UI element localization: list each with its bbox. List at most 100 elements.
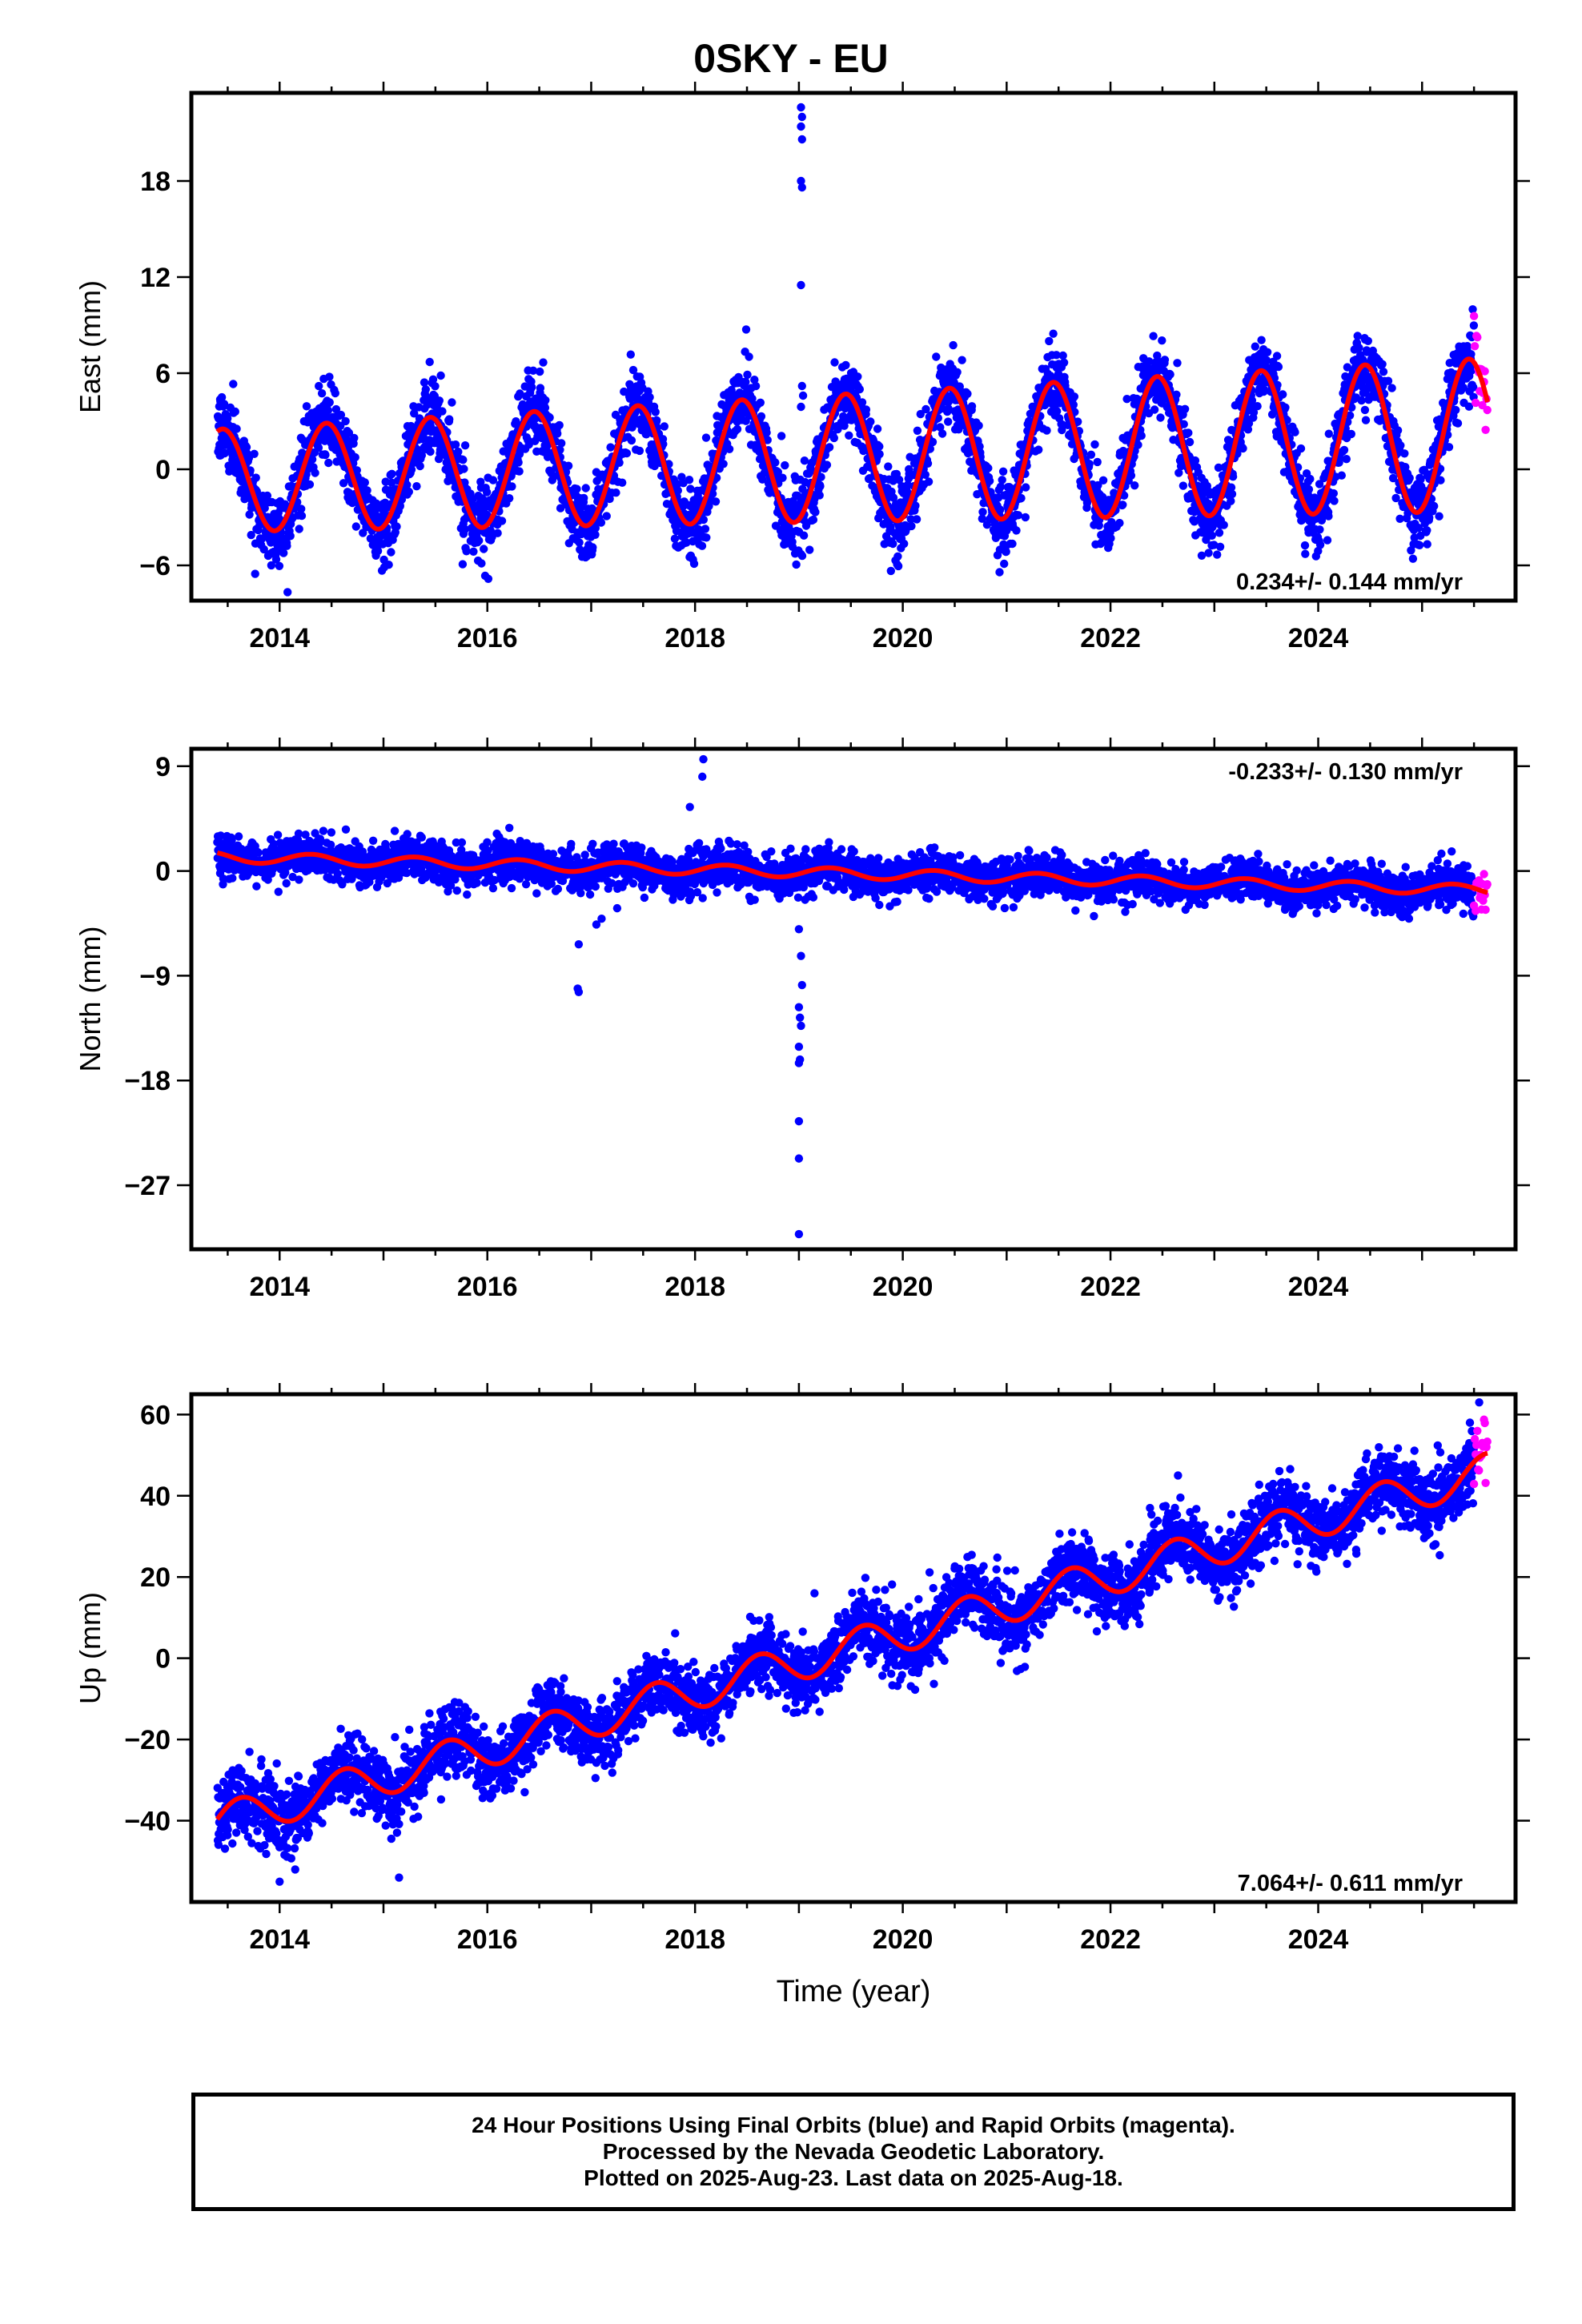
final-orbit-point [505,494,514,503]
final-orbit-point [788,542,797,551]
final-orbit-point [223,414,232,423]
final-orbit-point [1337,471,1347,480]
final-orbit-point [245,510,254,519]
final-orbit-point [1215,529,1224,537]
final-orbit-point [475,536,484,545]
final-orbit-point [282,879,291,888]
final-orbit-point [297,511,307,521]
final-orbit-point [938,429,947,438]
final-orbit-point [247,530,255,540]
final-orbit-point [311,468,319,477]
final-orbit-point [893,552,902,561]
final-orbit-point [635,446,644,456]
final-orbit-point [781,460,789,470]
final-orbit-point [460,441,470,450]
final-orbit-point [893,561,903,571]
final-orbit-point [351,452,359,462]
outlier-point [797,103,805,112]
final-orbit-point [514,458,523,467]
final-orbit-point [1227,497,1235,505]
final-orbit-point [460,525,469,534]
final-orbit-point [963,389,972,398]
outlier-point [797,549,805,559]
final-orbit-point [771,458,780,467]
final-orbit-point [1383,376,1393,385]
final-orbit-point [711,497,721,506]
final-orbit-point [1330,497,1339,505]
final-orbit-point [497,517,507,525]
data-points [213,754,1492,1239]
final-orbit-point [612,489,620,497]
final-orbit-point [438,407,447,416]
final-orbit-point [516,389,524,398]
final-orbit-point [1053,407,1062,416]
x-tick-label: 2016 [457,623,518,653]
final-orbit-point [1430,501,1439,511]
final-orbit-point [996,505,1005,514]
final-orbit-point [1093,457,1102,467]
final-orbit-point [1423,526,1431,535]
final-orbit-point [1342,455,1351,464]
final-orbit-point [417,451,426,460]
final-orbit-point [1180,404,1190,413]
final-orbit-point [816,482,825,491]
final-orbit-point [670,534,680,543]
final-orbit-point [841,360,850,370]
final-orbit-point [580,493,588,503]
final-orbit-point [773,468,782,476]
final-orbit-point [1353,332,1362,340]
final-orbit-point [1115,518,1124,528]
final-orbit-point [363,486,371,495]
final-orbit-point [1034,445,1043,454]
final-orbit-point [319,826,328,835]
outlier-point [797,381,806,391]
final-orbit-point [229,380,238,388]
final-orbit-point [242,443,251,452]
chart-title: 0SKY - EU [693,36,889,81]
final-orbit-point [741,377,750,387]
final-orbit-point [339,479,348,488]
final-orbit-point [866,417,875,426]
final-orbit-point [480,545,488,553]
final-orbit-point [283,588,292,597]
final-orbit-point [1166,370,1174,379]
final-orbit-point [588,543,597,552]
final-orbit-point [556,504,565,513]
final-orbit-point [830,358,839,367]
y-tick-label: 12 [140,263,171,293]
final-orbit-point [331,388,339,398]
final-orbit-point [1306,474,1315,484]
y-tick-label: 0 [155,455,171,485]
final-orbit-point [875,449,884,459]
rapid-orbit-point [1483,405,1492,415]
final-orbit-point [484,574,493,583]
final-orbit-point [1086,450,1096,459]
final-orbit-point [949,340,958,350]
outlier-point [797,280,805,290]
final-orbit-point [763,436,772,444]
final-orbit-point [1251,342,1260,351]
final-orbit-point [295,525,303,533]
final-orbit-point [907,521,916,531]
final-orbit-point [1300,541,1310,550]
final-orbit-point [777,432,786,440]
outlier-point [797,112,806,122]
final-orbit-point [344,428,354,437]
final-orbit-point [469,547,478,556]
final-orbit-point [1257,336,1266,344]
final-orbit-point [451,440,460,449]
final-orbit-point [672,526,681,536]
final-orbit-point [1118,501,1127,509]
final-orbit-point [352,466,361,475]
final-orbit-point [387,478,396,487]
final-orbit-point [825,443,834,452]
final-orbit-point [606,443,615,452]
final-orbit-point [343,436,351,444]
final-orbit-point [762,428,771,437]
final-orbit-point [689,559,699,569]
final-orbit-point [332,457,341,466]
final-orbit-point [1379,368,1388,376]
final-orbit-point [232,424,241,433]
final-orbit-point [267,561,276,570]
final-orbit-point [1323,536,1332,545]
